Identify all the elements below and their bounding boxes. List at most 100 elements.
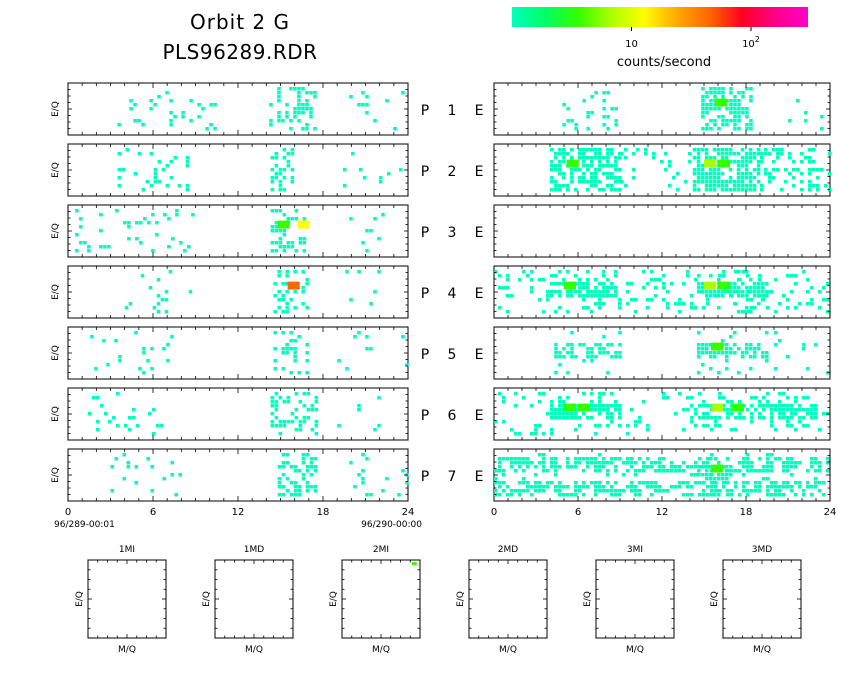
mass-panel-2MD <box>468 559 548 639</box>
hot-cell <box>287 281 300 290</box>
x-tick-label: 24 <box>402 507 415 518</box>
chart-title: Orbit 2 G <box>190 10 290 34</box>
mass-panel-xlabel: M/Q <box>372 645 390 655</box>
hot-cell <box>711 464 723 473</box>
mass-panel-title: 2MI <box>373 545 389 555</box>
row-label-suffix: E <box>475 164 484 180</box>
right-panel-2 <box>493 143 831 197</box>
x-tick-label: 0 <box>65 507 71 518</box>
mass-hit <box>411 562 417 566</box>
left-panel-5 <box>67 326 409 380</box>
mass-panel-ylabel: E/Q <box>329 591 339 607</box>
row-label-suffix: E <box>475 103 484 119</box>
panel-ylabel: E/Q <box>51 284 61 300</box>
x-tick-label: 18 <box>317 507 330 518</box>
row-label-prefix: P <box>421 164 429 180</box>
mass-panel-title: 2MD <box>498 545 518 555</box>
row-label-suffix: E <box>475 469 484 485</box>
right-spectrogram-6 <box>494 392 830 436</box>
chart-subtitle: PLS96289.RDR <box>162 40 318 64</box>
colorbar <box>512 7 808 27</box>
time-start-label: 96/289-00:01 <box>54 520 115 530</box>
hot-cell <box>566 159 579 168</box>
mass-panel-ylabel: E/Q <box>202 591 212 607</box>
panel-ylabel: E/Q <box>51 223 61 239</box>
mass-panel-ylabel: E/Q <box>456 591 466 607</box>
x-tick-label: 12 <box>232 507 245 518</box>
hot-cell <box>715 98 728 107</box>
left-spectrogram-1 <box>117 87 405 131</box>
row-label-prefix: P <box>421 286 429 302</box>
hot-cell <box>711 342 723 351</box>
row-label-number: 5 <box>448 347 457 363</box>
mass-panel-title: 3MD <box>752 545 772 555</box>
row-label-number: 4 <box>448 286 457 302</box>
hot-cell <box>704 159 716 168</box>
x-tick-label: 24 <box>824 507 837 518</box>
right-panel-5 <box>493 326 831 380</box>
right-spectrogram-2 <box>550 148 832 192</box>
left-spectrogram-5 <box>90 331 409 375</box>
hot-cell <box>711 403 723 412</box>
hot-cell <box>704 281 716 290</box>
mass-panel-1MD <box>214 559 294 639</box>
row-label-number: 6 <box>448 408 457 424</box>
right-spectrogram-1 <box>562 87 824 131</box>
row-label-suffix: E <box>475 225 484 241</box>
colorbar-label: counts/second <box>617 55 711 70</box>
row-label-prefix: P <box>421 347 429 363</box>
row-label-suffix: E <box>475 286 484 302</box>
mass-panel-xlabel: M/Q <box>753 645 771 655</box>
row-label-prefix: P <box>421 103 429 119</box>
hot-cell <box>718 281 730 290</box>
mass-panel-ylabel: E/Q <box>710 591 720 607</box>
colorbar-tick-label: 10 <box>625 39 638 50</box>
panel-ylabel: E/Q <box>51 101 61 117</box>
mass-panel-1MI <box>87 559 167 639</box>
row-label-number: 2 <box>448 164 457 180</box>
right-panel-3 <box>493 204 831 258</box>
row-label-number: 1 <box>448 103 457 119</box>
row-label-prefix: P <box>421 225 429 241</box>
left-panel-3 <box>67 204 409 258</box>
mass-panel-xlabel: M/Q <box>499 645 517 655</box>
hot-cell <box>564 403 576 412</box>
mass-panel-2MI <box>341 559 421 639</box>
hot-cell <box>718 159 730 168</box>
panel-ylabel: E/Q <box>51 406 61 422</box>
x-tick-label: 6 <box>150 507 156 518</box>
left-spectrogram-6 <box>88 392 381 436</box>
mass-panel-title: 3MI <box>627 545 643 555</box>
row-label-number: 7 <box>448 469 457 485</box>
mass-panel-ylabel: E/Q <box>75 591 85 607</box>
mass-panel-xlabel: M/Q <box>245 645 263 655</box>
left-panel-4 <box>67 265 409 319</box>
mass-panel-title: 1MI <box>119 545 135 555</box>
panel-ylabel: E/Q <box>51 345 61 361</box>
time-end-label: 96/290-00:00 <box>361 520 422 530</box>
panel-ylabel: E/Q <box>51 467 61 483</box>
left-spectrogram-7 <box>110 453 409 497</box>
row-label-prefix: P <box>421 408 429 424</box>
x-tick-label: 12 <box>656 507 669 518</box>
left-panel-7 <box>67 448 409 502</box>
hot-cell <box>277 220 290 229</box>
x-tick-label: 0 <box>491 507 497 518</box>
row-label-prefix: P <box>421 469 429 485</box>
hot-cell <box>732 403 744 412</box>
hot-cell <box>297 220 310 229</box>
mass-panel-title: 1MD <box>244 545 264 555</box>
left-panel-1 <box>67 82 409 136</box>
colorbar-tick-label: 102 <box>742 35 760 50</box>
left-spectrogram-3 <box>75 209 385 253</box>
right-spectrogram-5 <box>554 331 830 375</box>
panel-ylabel: E/Q <box>51 162 61 178</box>
x-tick-label: 18 <box>740 507 753 518</box>
hot-cell <box>578 403 590 412</box>
mass-panel-3MD <box>722 559 802 639</box>
left-spectrogram-2 <box>117 148 403 192</box>
row-label-suffix: E <box>475 408 484 424</box>
left-panel-6 <box>67 387 409 441</box>
left-spectrogram-4 <box>124 270 381 314</box>
